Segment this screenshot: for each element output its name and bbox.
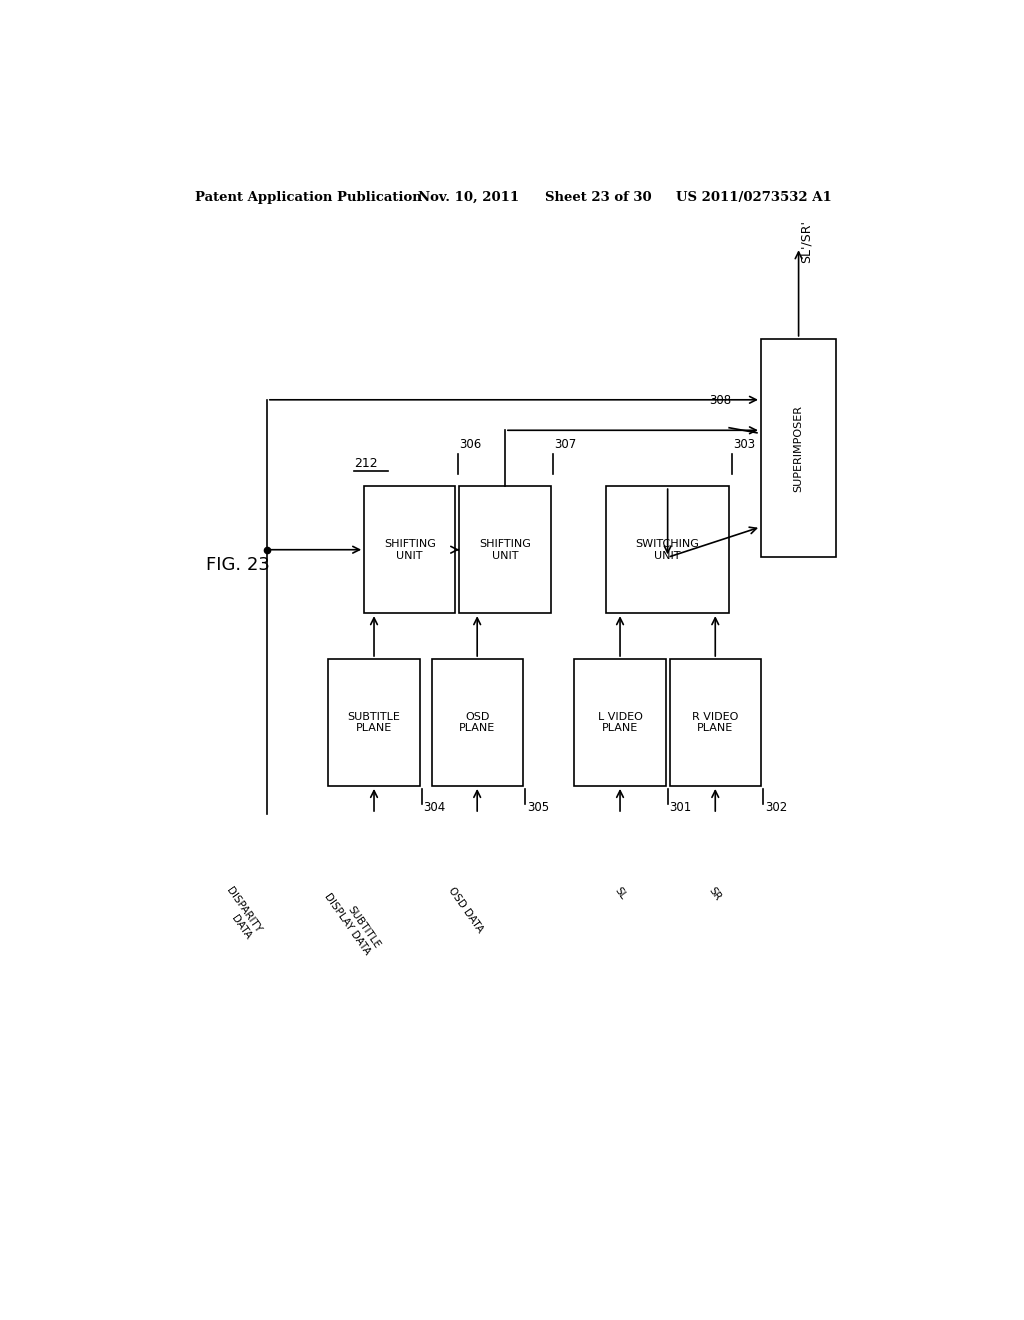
Text: 307: 307 <box>555 438 577 450</box>
Text: SL: SL <box>612 886 628 902</box>
Text: 306: 306 <box>460 438 481 450</box>
Text: 304: 304 <box>424 801 445 814</box>
Bar <box>574 659 666 785</box>
Text: 305: 305 <box>526 801 549 814</box>
Text: SUBTITLE
PLANE: SUBTITLE PLANE <box>347 711 400 734</box>
Text: SWITCHING
UNIT: SWITCHING UNIT <box>636 539 699 561</box>
Text: SUBTITLE
DISPLAY DATA: SUBTITLE DISPLAY DATA <box>323 886 382 957</box>
Text: 301: 301 <box>670 801 692 814</box>
Bar <box>606 486 729 614</box>
Text: OSD
PLANE: OSD PLANE <box>459 711 496 734</box>
Bar <box>761 339 837 557</box>
Text: 212: 212 <box>354 458 378 470</box>
Text: L VIDEO
PLANE: L VIDEO PLANE <box>598 711 642 734</box>
Bar <box>670 659 761 785</box>
Text: SUPERIMPOSER: SUPERIMPOSER <box>794 404 804 491</box>
Text: SR: SR <box>708 886 723 902</box>
Bar <box>431 659 523 785</box>
Bar <box>365 486 456 614</box>
Text: Patent Application Publication: Patent Application Publication <box>196 190 422 203</box>
Text: SL'/SR': SL'/SR' <box>800 219 813 263</box>
Text: 303: 303 <box>733 438 756 450</box>
Text: R VIDEO
PLANE: R VIDEO PLANE <box>692 711 738 734</box>
Text: 302: 302 <box>765 801 787 814</box>
Text: Nov. 10, 2011: Nov. 10, 2011 <box>418 190 519 203</box>
Text: DISPARITY
DATA: DISPARITY DATA <box>215 886 263 941</box>
Bar <box>460 486 551 614</box>
Text: Sheet 23 of 30: Sheet 23 of 30 <box>545 190 651 203</box>
Text: OSD DATA: OSD DATA <box>446 886 485 935</box>
Text: FIG. 23: FIG. 23 <box>206 556 269 574</box>
Text: 308: 308 <box>710 395 731 408</box>
Bar <box>329 659 420 785</box>
Text: SHIFTING
UNIT: SHIFTING UNIT <box>479 539 530 561</box>
Text: SHIFTING
UNIT: SHIFTING UNIT <box>384 539 435 561</box>
Text: US 2011/0273532 A1: US 2011/0273532 A1 <box>676 190 831 203</box>
